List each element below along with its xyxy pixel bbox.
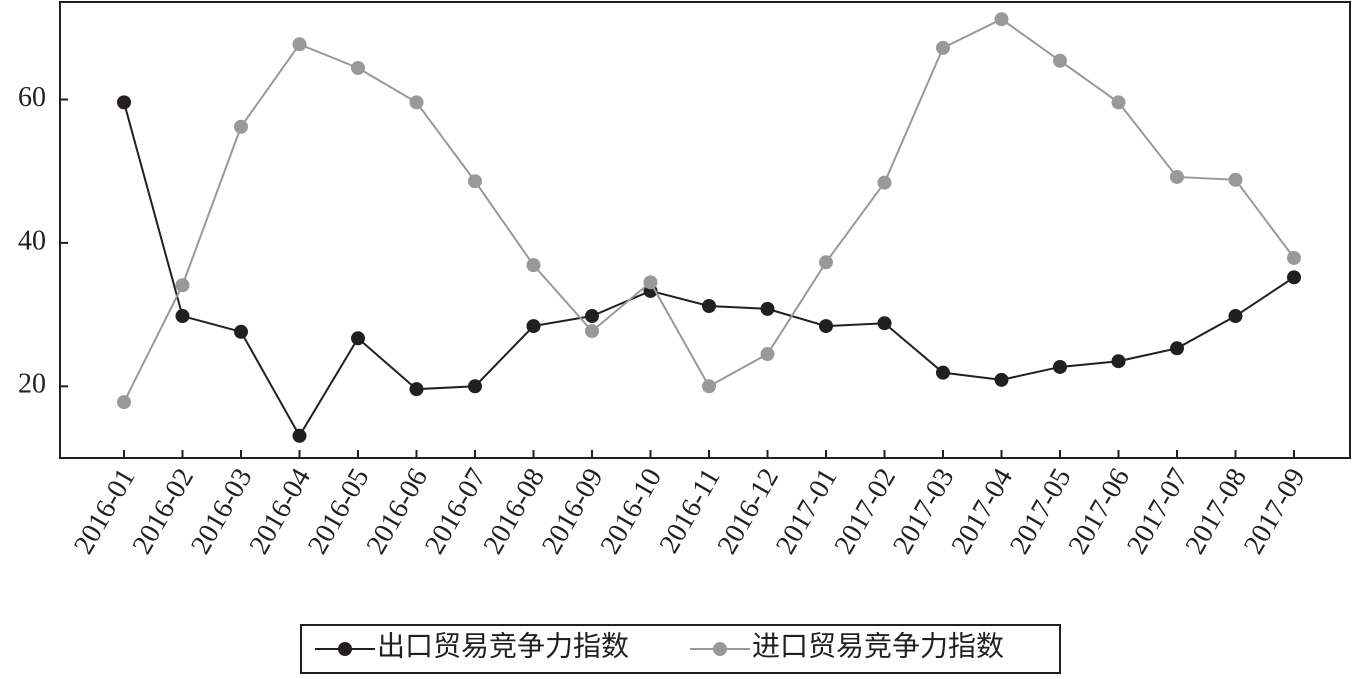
point <box>702 299 716 313</box>
point <box>1228 172 1243 187</box>
point <box>1111 95 1126 110</box>
point <box>409 95 424 110</box>
point <box>1053 359 1067 374</box>
legend-marker <box>338 642 352 656</box>
point <box>1287 270 1301 285</box>
point <box>643 275 658 290</box>
point <box>117 95 131 110</box>
legend-box <box>300 624 1061 674</box>
point <box>994 372 1009 387</box>
point <box>760 301 775 316</box>
point <box>702 379 716 394</box>
point <box>468 379 482 394</box>
point <box>292 428 307 443</box>
y-tick-label: 20 <box>18 369 46 400</box>
y-tick-label: 40 <box>18 225 46 256</box>
y-tick-label: 60 <box>18 82 46 113</box>
point <box>409 382 424 397</box>
point <box>877 316 892 331</box>
legend-label: 进口贸易竞争力指数 <box>752 630 1004 662</box>
point <box>994 12 1009 27</box>
point <box>819 319 833 334</box>
point <box>819 255 833 270</box>
point <box>234 324 248 339</box>
point <box>1287 250 1301 265</box>
point <box>234 119 248 134</box>
point <box>526 258 541 273</box>
point <box>468 174 482 189</box>
point <box>936 40 950 55</box>
point <box>585 309 599 324</box>
point <box>1228 309 1243 324</box>
point <box>351 331 365 346</box>
point <box>526 319 541 334</box>
series-line <box>123 18 1295 403</box>
point <box>1053 53 1067 68</box>
point <box>1170 341 1184 356</box>
legend-label: 出口贸易竞争力指数 <box>377 630 629 662</box>
point <box>1170 169 1184 184</box>
plot-frame <box>59 1 1351 459</box>
point <box>877 175 892 190</box>
point <box>117 395 131 410</box>
point <box>292 37 307 52</box>
legend-marker <box>713 642 727 656</box>
point <box>175 309 190 324</box>
point <box>351 60 365 75</box>
point <box>936 365 950 380</box>
point <box>585 324 599 339</box>
point <box>1111 354 1126 369</box>
point <box>760 347 775 362</box>
point <box>175 278 190 293</box>
